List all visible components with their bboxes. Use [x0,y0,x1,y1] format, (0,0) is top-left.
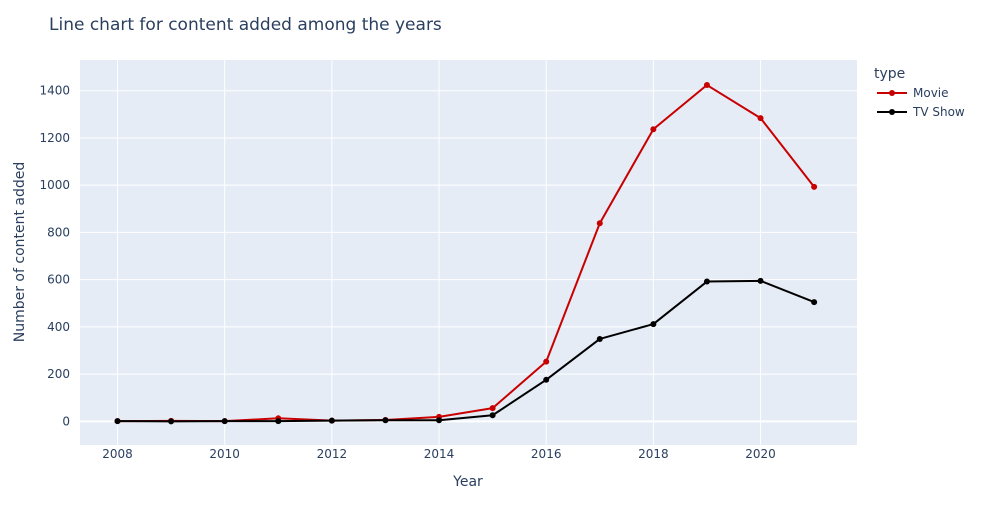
y-tick-label: 1000 [39,178,70,192]
chart-title: Line chart for content added among the y… [49,15,442,35]
data-point-tv-show[interactable] [489,412,496,419]
legend-title: type [874,66,905,82]
data-point-tv-show[interactable] [221,418,228,425]
y-tick-label: 600 [47,273,70,287]
x-tick-labels: 2008 2010 2012 2014 2016 2018 2020 [102,447,776,461]
data-point-tv-show[interactable] [596,335,603,342]
y-tick-label: 800 [47,225,70,239]
data-point-tv-show[interactable] [382,417,389,424]
series-line-tv-show [117,279,815,423]
data-point-tv-show[interactable] [703,278,710,285]
data-point-movie[interactable] [703,82,710,89]
data-point-tv-show[interactable] [543,376,550,383]
grid-lines [80,60,857,445]
data-point-tv-show[interactable] [757,277,764,284]
legend-label: TV Show [912,105,965,119]
y-axis-title: Number of content added [12,162,28,343]
legend-swatch-marker [889,90,895,96]
data-point-movie[interactable] [650,126,657,133]
y-tick-label: 1400 [39,84,70,98]
x-tick-label: 2008 [102,447,133,461]
data-point-tv-show[interactable] [114,418,121,425]
x-tick-label: 2020 [745,447,776,461]
y-tick-label: 400 [47,320,70,334]
data-point-tv-show[interactable] [168,418,175,425]
series-tv-show [114,277,818,425]
plot-area [80,60,857,445]
legend-item-tv-show[interactable]: TV Show [877,105,965,119]
data-point-tv-show[interactable] [436,417,443,424]
legend-label: Movie [913,86,949,100]
data-point-movie[interactable] [489,405,496,412]
x-tick-label: 2016 [531,447,562,461]
x-tick-label: 2012 [317,447,348,461]
legend-swatch-marker [889,109,895,115]
data-point-tv-show[interactable] [811,299,818,306]
legend: type Movie TV Show [874,66,965,119]
y-tick-label: 0 [62,414,70,428]
data-point-movie[interactable] [543,358,550,365]
data-point-movie[interactable] [596,220,603,227]
series-layer [114,82,818,425]
x-tick-label: 2014 [424,447,455,461]
y-tick-label: 200 [47,367,70,381]
data-point-tv-show[interactable] [650,321,657,328]
data-point-movie[interactable] [757,115,764,122]
y-tick-label: 1200 [39,131,70,145]
legend-item-movie[interactable]: Movie [877,86,949,100]
x-tick-label: 2010 [209,447,240,461]
x-axis-title: Year [452,474,483,490]
x-tick-label: 2018 [638,447,669,461]
data-point-tv-show[interactable] [275,418,282,425]
data-point-tv-show[interactable] [328,417,335,424]
data-point-movie[interactable] [811,183,818,190]
y-tick-labels: 0 200 400 600 800 1000 1200 1400 [39,84,70,429]
